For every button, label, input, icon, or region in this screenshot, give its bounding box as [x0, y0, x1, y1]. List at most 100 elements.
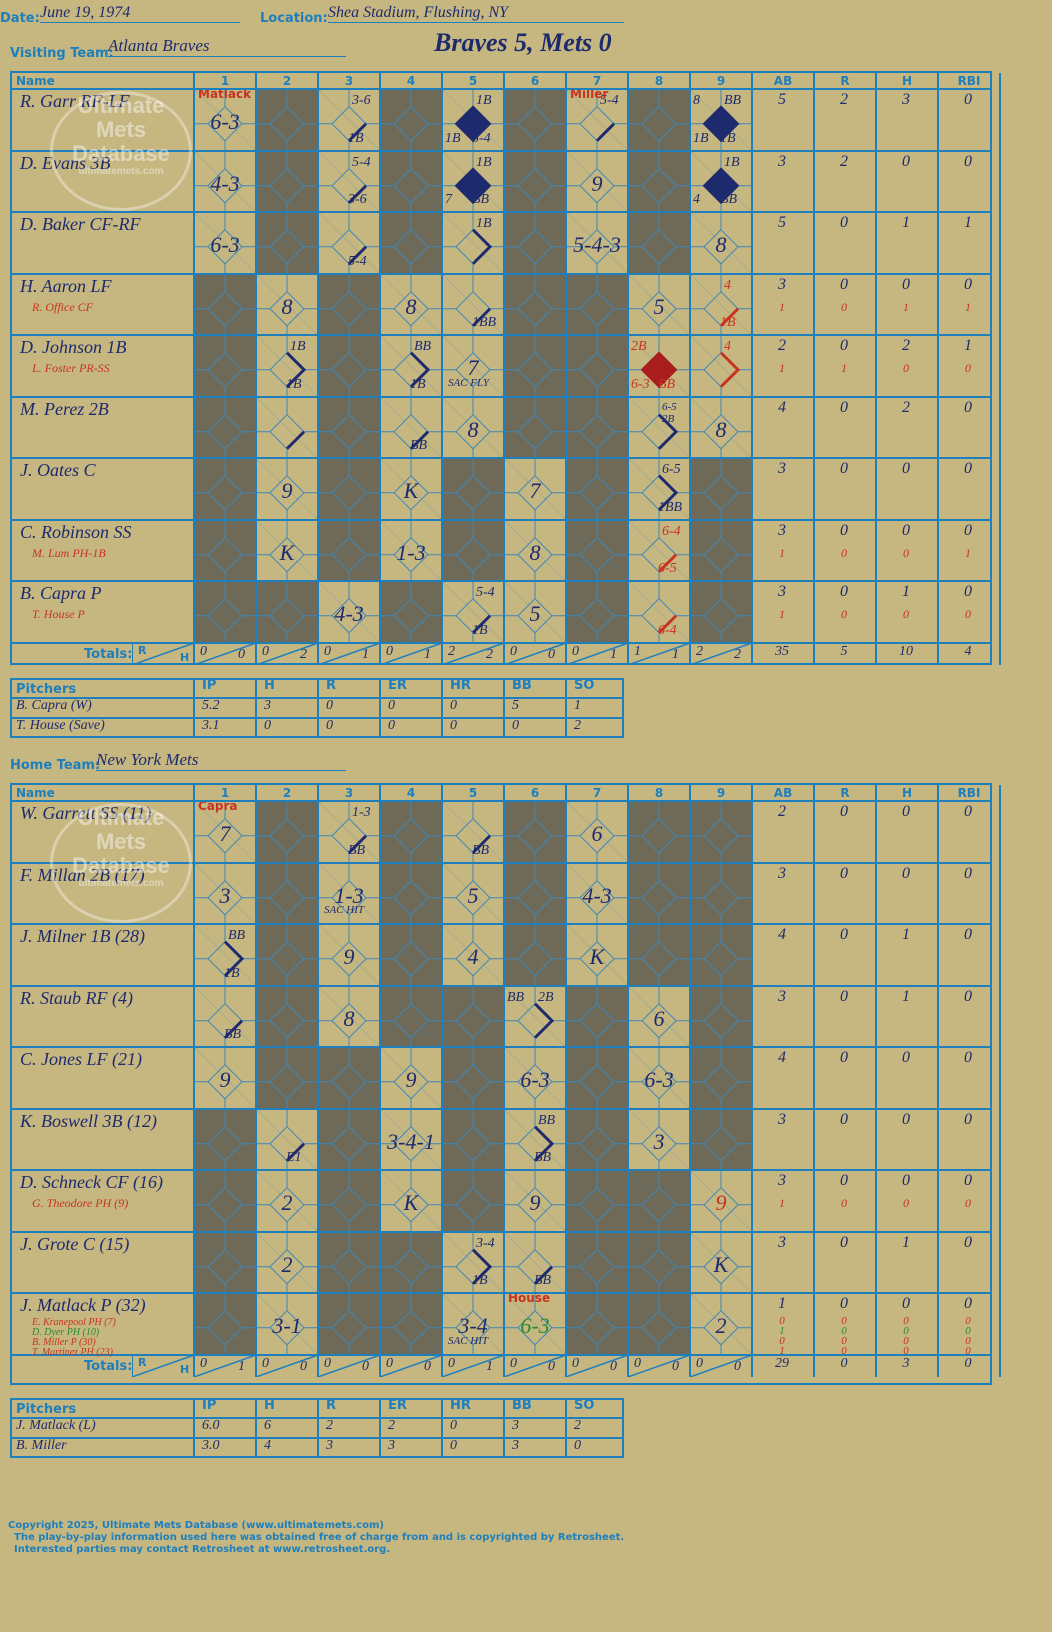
base-diamond: [380, 924, 442, 986]
at-bat-cell: [256, 862, 318, 924]
at-bat-cell: 9: [690, 1170, 752, 1232]
at-bat-cell: [256, 924, 318, 986]
base-diamond: [690, 458, 752, 520]
player-stat-r: 0: [840, 521, 848, 539]
grid-line: [193, 1400, 195, 1456]
base-diamond: [566, 1231, 628, 1293]
base-diamond: [566, 273, 628, 335]
base-diamond: [628, 1108, 690, 1170]
base-diamond: [380, 1047, 442, 1109]
play-note-br: SAC FLY: [448, 376, 490, 389]
at-bat-cell: [566, 335, 628, 397]
base-diamond: [256, 273, 318, 335]
pitcher-stat-header-ip: IP: [202, 1398, 217, 1413]
player-stat-ab: 2: [778, 803, 786, 820]
player-stat-r: 0: [840, 398, 848, 416]
column-header-name: Name: [16, 74, 55, 88]
base-diamond: [566, 150, 628, 212]
at-bat-cell: [256, 212, 318, 274]
pitcher-stat-ip: 3.0: [202, 1438, 220, 1453]
sub-stat-r: 0: [841, 1345, 847, 1357]
player-name: J. Milner 1B (28): [20, 926, 145, 946]
play-note-br: 6-5: [658, 561, 677, 576]
player-stat-rbi: 0: [964, 583, 972, 600]
at-bat-cell: [194, 458, 256, 520]
sub-stat-h: 0: [903, 1325, 909, 1337]
play-note-br: 1B: [348, 130, 364, 146]
base-diamond: [628, 581, 690, 643]
play-note-br: 1B: [472, 622, 488, 638]
at-bat-cell: [256, 985, 318, 1047]
player-stat-r: 0: [840, 987, 848, 1005]
at-bat-cell: [504, 396, 566, 458]
player-stat-ab: 3: [778, 1110, 786, 1128]
at-bat-cell: BB: [380, 396, 442, 458]
base-diamond: [628, 273, 690, 335]
base-diamond: [380, 985, 442, 1047]
at-bat-cell: 3-4 1B: [442, 1231, 504, 1293]
player-name: D. Johnson 1B: [20, 337, 127, 357]
visitors-scorecard: Name 1 2 3 4 5 6 7 8 9 AB R H RBI 6-3 3-6 1B 1B 1B 5-4 5-4 8 B…: [10, 71, 1001, 666]
at-bat-cell: 3: [194, 862, 256, 924]
stat-header-r: R: [840, 786, 850, 800]
at-bat-cell: [566, 273, 628, 335]
base-diamond: [318, 396, 380, 458]
inning-runs: 0: [510, 643, 517, 659]
inning-hits: 2: [300, 646, 307, 662]
play-result: 6-3: [520, 1067, 550, 1092]
base-diamond: [566, 1293, 628, 1355]
sub-stat-rbi: 0: [965, 1345, 971, 1357]
play-note-br: BB: [410, 438, 428, 453]
total-stat-rbi: 4: [964, 643, 972, 659]
inning-header-1: 1: [220, 786, 230, 800]
pitcher-stat-h: 4: [264, 1438, 271, 1453]
at-bat-cell: 1-3 BB: [318, 801, 380, 863]
base-diamond: [442, 89, 504, 151]
base-diamond: [504, 89, 566, 151]
base-diamond: [194, 1170, 256, 1232]
pitcher-stat-bb: 5: [512, 698, 519, 713]
base-diamond: [566, 581, 628, 643]
play-note-br: 1BB: [472, 315, 497, 330]
total-stat-ab: 29: [775, 1355, 789, 1371]
grid-line: [12, 272, 990, 275]
at-bat-cell: 1BB: [442, 273, 504, 335]
pitcher-name: T. House (Save): [16, 718, 105, 733]
totals-r-label: R: [138, 1355, 147, 1369]
base-diamond: [318, 1108, 380, 1170]
play-result: 8: [715, 416, 727, 442]
base-diamond: [442, 1108, 504, 1170]
base-diamond: [690, 924, 752, 986]
at-bat-cell: [256, 396, 318, 458]
play-result: K: [403, 1190, 419, 1215]
inning-runs: 0: [200, 643, 207, 659]
base-diamond: [194, 985, 256, 1047]
location-label: Location:: [260, 11, 328, 26]
at-bat-cell: [690, 1047, 752, 1109]
player-stat-rbi: 0: [964, 1172, 972, 1189]
sub-stat-r: 0: [841, 545, 847, 560]
base-diamond: [690, 396, 752, 458]
grid-line: [999, 73, 1001, 665]
at-bat-cell: 8 BB 1B 1B: [690, 89, 752, 151]
inning-runs: 0: [696, 1355, 703, 1371]
player-stat-ab: 4: [778, 398, 786, 416]
at-bat-cell: K: [256, 519, 318, 581]
base-diamond: [566, 335, 628, 397]
inning-header-6: 6: [530, 786, 540, 800]
grid-line: [441, 785, 443, 1377]
grid-line: [503, 785, 505, 1377]
base-diamond: [194, 581, 256, 643]
base-diamond: [566, 924, 628, 986]
base-diamond: [442, 1231, 504, 1293]
pitcher-stat-header-h: H: [264, 1398, 275, 1413]
grid-line: [565, 73, 567, 665]
total-stat-h: 3: [902, 1355, 910, 1371]
player-stat-h: 2: [902, 337, 910, 354]
at-bat-cell: [380, 1293, 442, 1355]
base-diamond: [504, 1047, 566, 1109]
base-diamond: [194, 89, 256, 151]
sub-stat-rbi: 0: [965, 1196, 971, 1210]
inning-hits: 1: [238, 1358, 245, 1374]
at-bat-cell: 4-3: [318, 581, 380, 643]
